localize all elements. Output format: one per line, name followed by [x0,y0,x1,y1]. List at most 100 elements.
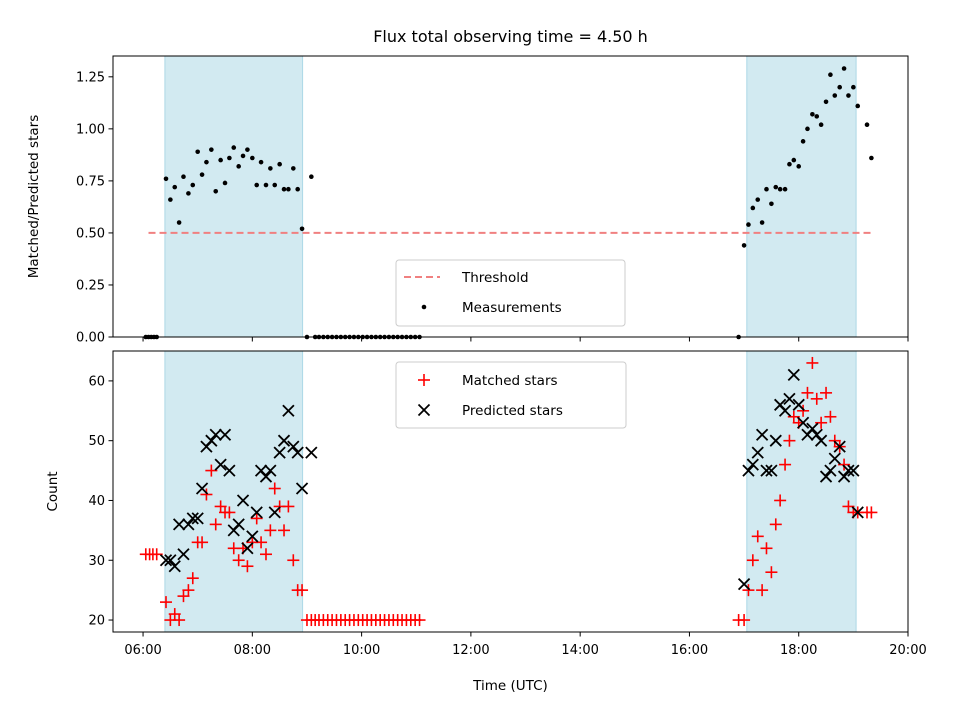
matched-star-point [760,542,773,555]
matched-star-point [810,392,823,405]
measurement-point [796,164,802,169]
measurement-point [199,172,205,177]
measurement-point [176,220,182,225]
predicted-marker-b [214,458,227,471]
observing-interval-shade [746,351,857,632]
measurement-point [281,186,287,192]
measurement-point [291,166,296,171]
predicted-marker-b [250,506,263,519]
measurement-point [163,176,169,182]
predicted-star-point [164,554,177,567]
predicted-marker-b [819,470,833,483]
measurement-point [755,197,761,202]
predicted-star-point [246,530,259,543]
measurement-point [186,191,191,196]
measurement-point [787,161,792,167]
predicted-star-point [769,434,782,447]
predicted-marker-b [273,446,286,459]
predicted-marker-b [287,440,300,453]
legend-predicted-label: Predicted stars [462,403,563,419]
predicted-marker-b [742,464,755,477]
predicted-star-point [851,506,864,519]
predicted-star-point [755,428,769,441]
predicted-marker-b [205,434,218,447]
bottom-x-axis: 06:00 08:00 10:00 12:00 14:00 16:00 18:00 20:00 [124,632,927,658]
matched-star-point [746,554,759,567]
measurement-point [240,153,246,159]
predicted-marker-b [172,518,186,531]
measurement-point [309,174,314,180]
predicted-marker-b [277,434,291,447]
measurement-point [299,226,305,232]
measurement-point [828,72,833,78]
predicted-marker-b [746,458,759,471]
measurement-point [268,166,273,171]
y-tick-label: 1.25 [76,70,105,85]
measurement-point [258,159,264,165]
predicted-star-point [177,548,190,561]
predicted-star-point [806,422,819,435]
measurement-point [209,147,214,152]
matched-star-point [783,434,796,447]
predicted-marker-b [833,440,846,453]
measurement-point [769,201,774,207]
x-tick-label: 08:00 [234,643,271,658]
predicted-star-point [814,434,828,447]
measurement-point [764,186,769,192]
predicted-star-point [159,554,173,567]
predicted-marker-b [259,470,273,483]
top-plot-area [143,66,874,340]
predicted-marker-b [223,464,236,477]
predicted-star-point [205,434,218,447]
measurement-point [791,157,797,163]
measurement-point [810,111,815,117]
measurement-point [818,122,824,127]
predicted-marker-b [159,554,173,567]
predicted-marker-b [195,482,209,495]
y-tick-label: 30 [88,554,105,569]
legend-matched-swatch [418,374,430,386]
matched-star-point [413,614,426,627]
x-tick-label: 06:00 [124,643,161,658]
legend-predicted-swatch [417,403,431,417]
predicted-star-point [796,416,810,429]
measurement-point [277,161,282,167]
predicted-marker-b [760,464,773,477]
predicted-star-point [218,428,232,441]
x-tick-label: 14:00 [561,643,598,658]
predicted-star-point [264,464,277,477]
predicted-marker-b [264,464,277,477]
predicted-star-point [787,368,800,382]
predicted-marker-b [246,530,259,543]
measurement-point [181,174,186,180]
bottom-plot-area [139,356,878,627]
matched-star-point [751,530,764,543]
predicted-marker-b [828,452,841,465]
matched-star-point [200,488,213,501]
predicted-star-point [168,560,181,573]
matched-star-point [282,500,295,513]
matched-star-point [838,458,851,471]
matched-star-point [774,494,787,507]
y-tick-label: 0.50 [76,226,105,241]
y-tick-label: 60 [88,374,105,389]
predicted-marker-b [824,464,837,477]
matched-star-point [738,614,751,627]
matched-star-point [820,386,833,399]
predicted-marker-b [282,404,295,417]
predicted-marker-b [769,434,782,447]
predicted-marker-b [751,446,764,459]
measurement-point [236,164,241,169]
top-axes-frame [112,55,909,338]
matched-star-point [223,506,236,519]
predicted-star-point [209,428,222,441]
y-tick-label: 1.00 [76,122,105,137]
predicted-marker-b [177,548,190,561]
predicted-marker-b [232,518,245,531]
y-tick-label: 0.75 [76,174,105,189]
x-tick-label: 18:00 [780,643,817,658]
matched-star-point [287,554,300,567]
predicted-star-point [833,440,846,453]
bottom-axes-frame [112,350,909,633]
measurement-point [746,222,751,227]
